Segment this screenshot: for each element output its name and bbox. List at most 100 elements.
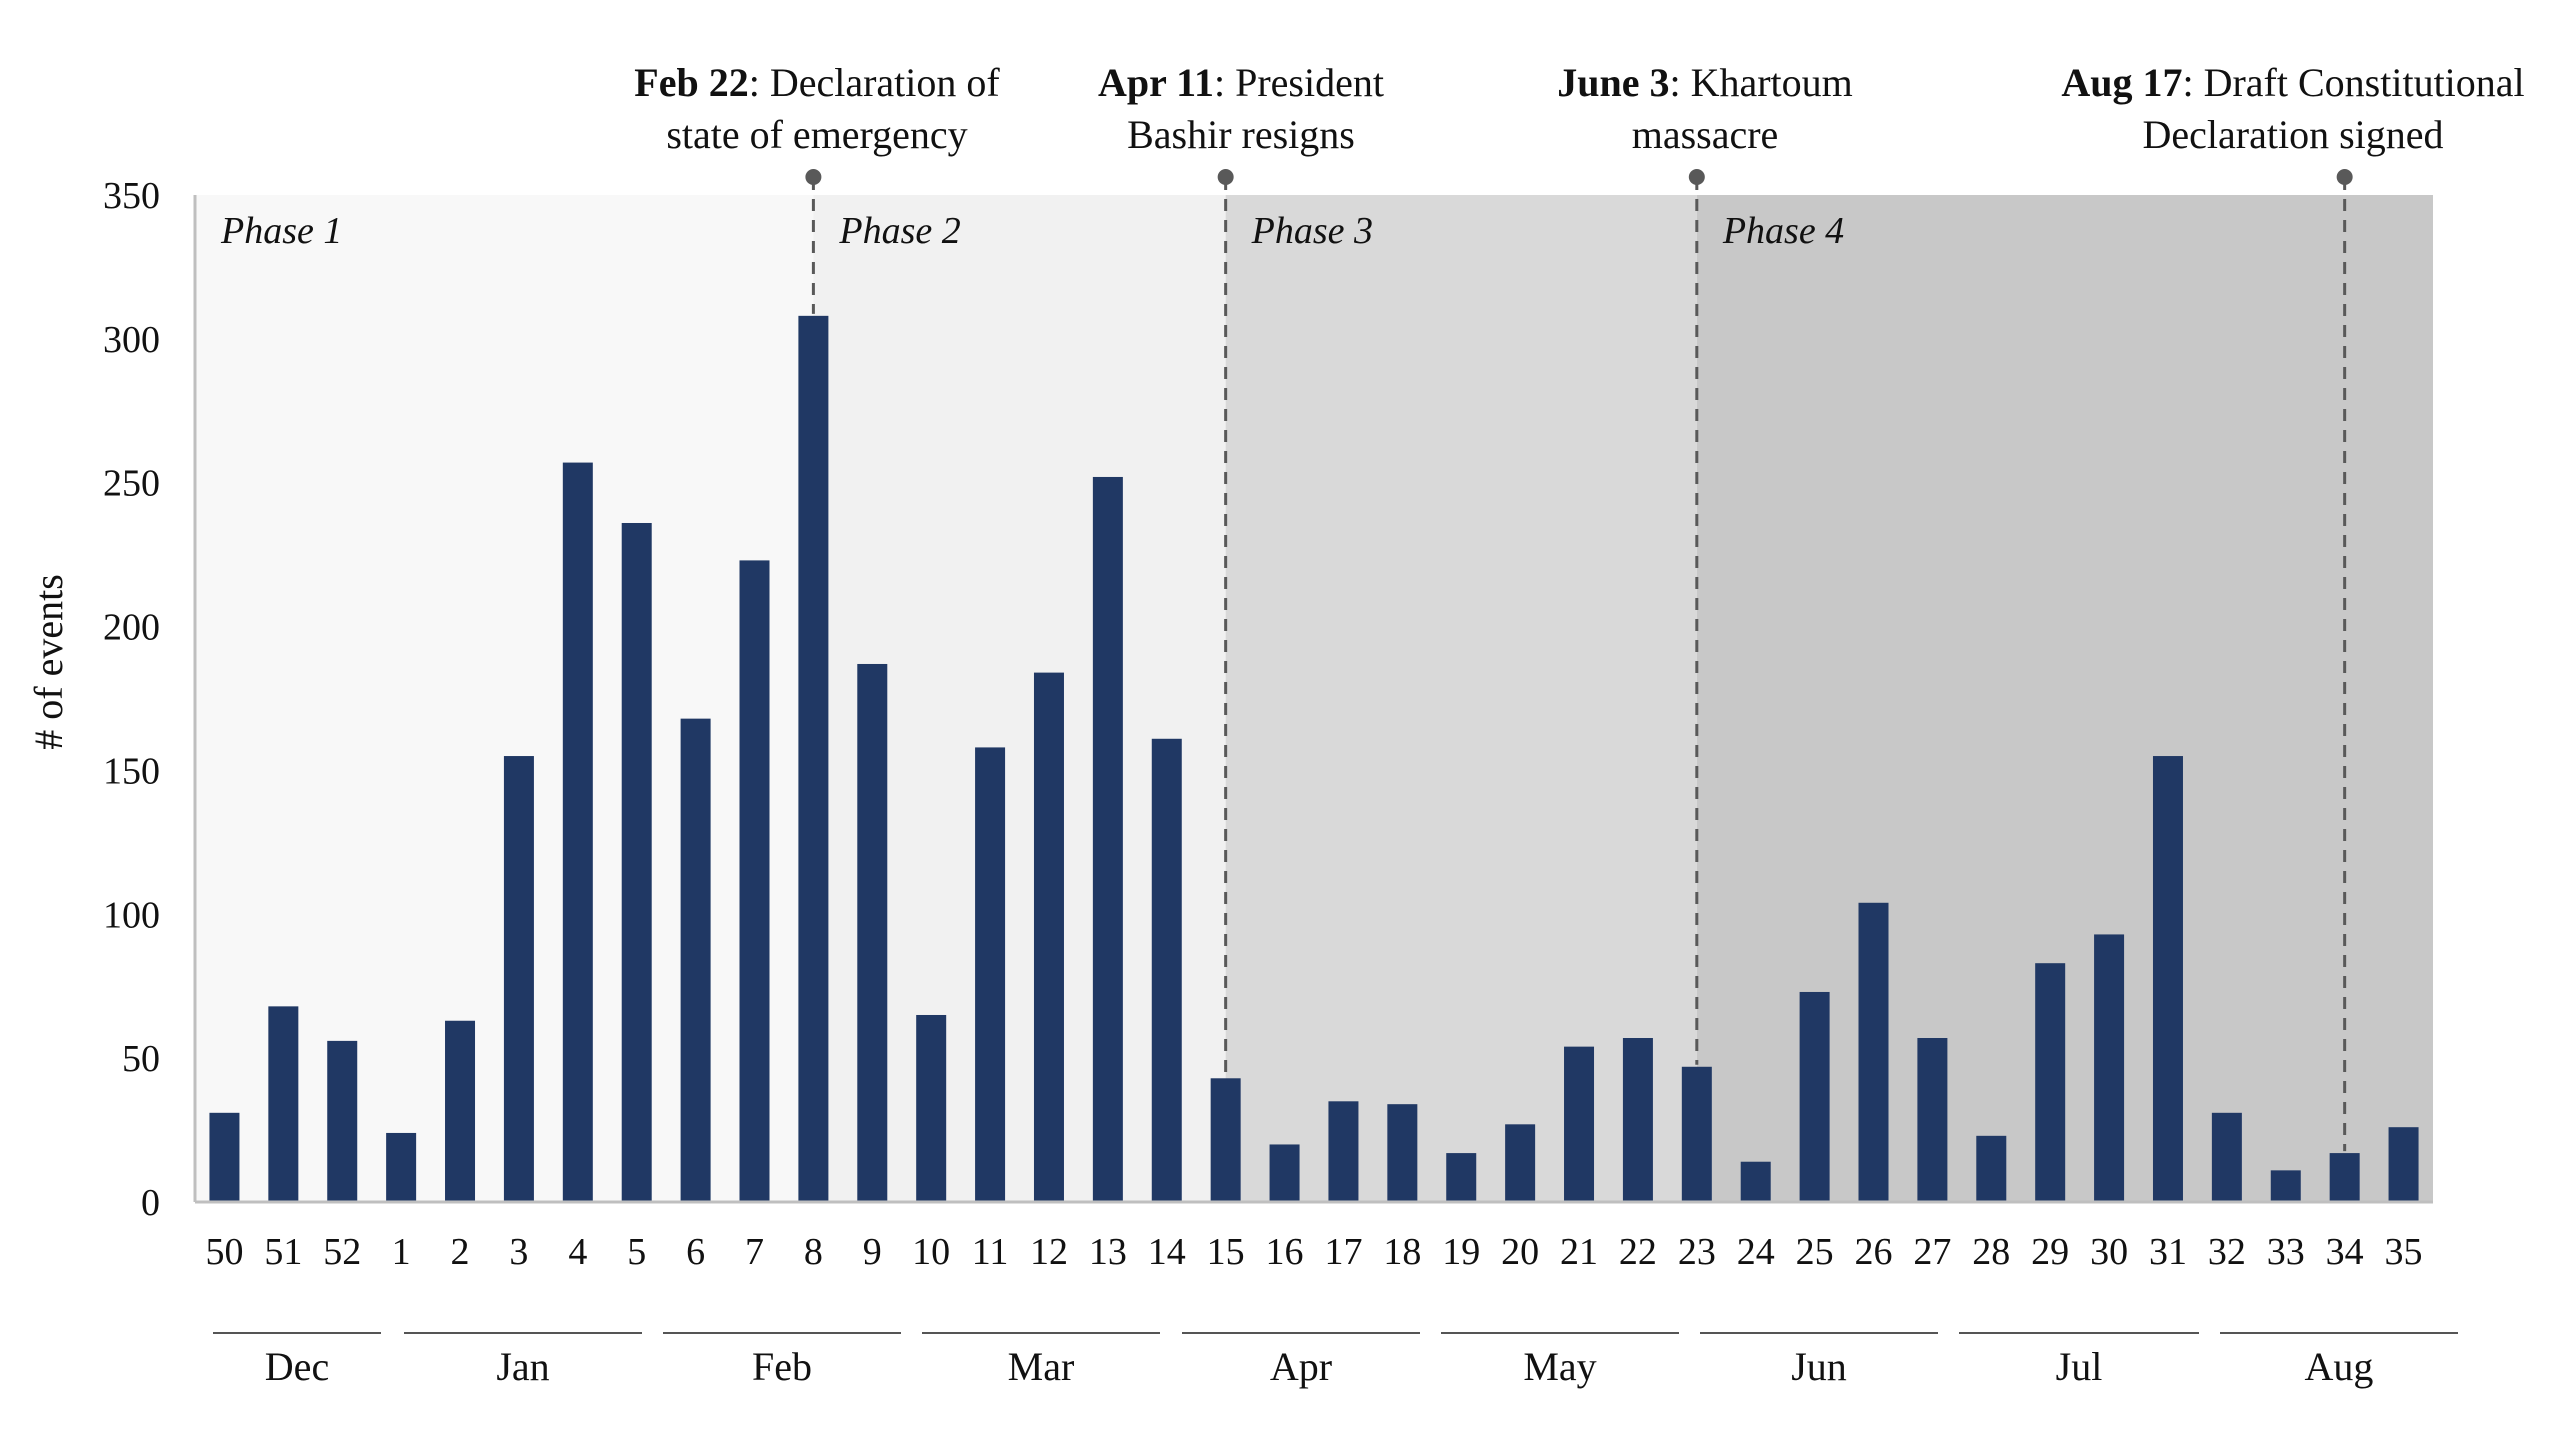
annotation-marker-dot xyxy=(2336,169,2353,185)
bar xyxy=(209,1112,240,1202)
annotation-line1: June 3: Khartoum xyxy=(1557,60,1853,105)
y-tick-label: 200 xyxy=(103,607,160,649)
bar xyxy=(1622,1038,1653,1202)
x-tick-label: 29 xyxy=(2031,1231,2069,1273)
annotation-desc: : Declaration of xyxy=(749,60,1001,105)
axes xyxy=(193,195,2433,1204)
annotation-line2: state of emergency xyxy=(666,112,967,157)
annotation-marker-dot xyxy=(1688,169,1705,185)
month-label: Jan xyxy=(496,1344,549,1389)
phase-region xyxy=(1225,195,1697,1202)
x-tick-label: 20 xyxy=(1501,1231,1539,1273)
annotation-line1: Feb 22: Declaration of xyxy=(634,60,1000,105)
bar xyxy=(2329,1153,2360,1202)
x-tick-label: 21 xyxy=(1560,1231,1598,1273)
bar xyxy=(1033,672,1064,1202)
bar xyxy=(1151,738,1182,1202)
bar xyxy=(1269,1144,1300,1202)
bar xyxy=(1858,902,1889,1202)
y-tick-label: 350 xyxy=(103,175,160,217)
y-axis-title: # of events xyxy=(26,574,71,750)
bar xyxy=(562,462,593,1202)
bar xyxy=(2270,1170,2301,1202)
bar xyxy=(798,315,829,1203)
x-tick-label: 24 xyxy=(1737,1231,1775,1273)
bar xyxy=(1210,1078,1241,1202)
y-tick-label: 0 xyxy=(141,1182,160,1224)
month-label: Jul xyxy=(2056,1344,2103,1389)
x-tick-label: 19 xyxy=(1442,1231,1480,1273)
x-tick-label: 1 xyxy=(392,1231,411,1273)
y-tick-label: 300 xyxy=(103,319,160,361)
annotation-desc: : Draft Constitutional xyxy=(2182,60,2524,105)
bar xyxy=(1092,476,1123,1203)
bar xyxy=(1681,1066,1712,1202)
y-tick-label: 50 xyxy=(122,1038,160,1080)
y-tick-label: 100 xyxy=(103,894,160,936)
phase-labels: Phase 1 Phase 2 Phase 3 Phase 4 xyxy=(220,210,1844,252)
x-tick-label: 23 xyxy=(1678,1231,1716,1273)
x-tick-label: 50 xyxy=(205,1231,243,1273)
annotation-line2: Bashir resigns xyxy=(1127,112,1355,157)
annotation-line1: Apr 11: President xyxy=(1098,60,1384,105)
x-tick-label: 7 xyxy=(745,1231,764,1273)
month-label: Dec xyxy=(265,1344,329,1389)
month-labels: Dec Jan Feb Mar Apr May Jun Jul Aug xyxy=(213,1332,2458,1389)
month-label: Jun xyxy=(1791,1344,1847,1389)
annotation-desc: : Khartoum xyxy=(1669,60,1852,105)
x-tick-label: 25 xyxy=(1796,1231,1834,1273)
bar xyxy=(386,1132,417,1202)
x-tick-label: 13 xyxy=(1089,1231,1127,1273)
annotation-line2: Declaration signed xyxy=(2143,112,2444,157)
phase-label: Phase 3 xyxy=(1251,210,1373,252)
x-tick-label: 2 xyxy=(451,1231,470,1273)
x-tick-label: 5 xyxy=(627,1231,646,1273)
x-tick-label: 28 xyxy=(1972,1231,2010,1273)
bar xyxy=(1328,1101,1359,1202)
x-tick-label: 14 xyxy=(1148,1231,1186,1273)
month-label: Mar xyxy=(1008,1344,1075,1389)
bar xyxy=(857,663,888,1202)
bar xyxy=(916,1014,947,1202)
y-tick-label: 250 xyxy=(103,463,160,505)
phase-label: Phase 2 xyxy=(838,210,960,252)
bar xyxy=(1505,1124,1536,1202)
y-tick-labels: 0 50 100 150 200 250 300 350 xyxy=(103,175,160,1224)
bar xyxy=(2211,1112,2242,1202)
bar xyxy=(739,560,770,1202)
x-tick-label: 51 xyxy=(264,1231,302,1273)
bar xyxy=(2152,756,2183,1202)
bar xyxy=(445,1020,476,1202)
x-tick-label: 18 xyxy=(1383,1231,1421,1273)
annotation-date: Apr 11 xyxy=(1098,60,1214,105)
x-tick-label: 26 xyxy=(1855,1231,1893,1273)
x-tick-label: 22 xyxy=(1619,1231,1657,1273)
x-tick-label: 15 xyxy=(1207,1231,1245,1273)
annotation-line1: Aug 17: Draft Constitutional xyxy=(2061,60,2524,105)
x-tick-label: 3 xyxy=(509,1231,528,1273)
annotation-marker-dot xyxy=(805,169,822,185)
month-label: Feb xyxy=(752,1344,812,1389)
x-tick-label: 16 xyxy=(1266,1231,1304,1273)
x-tick-labels: 50 51 52 1 2 3 4 5 6 7 8 9 10 11 12 13 14 15 16 17 18 19 20 21 2… xyxy=(205,1231,2422,1273)
x-tick-label: 34 xyxy=(2326,1231,2364,1273)
month-label: Apr xyxy=(1270,1344,1332,1389)
x-tick-label: 32 xyxy=(2208,1231,2246,1273)
bar xyxy=(2035,963,2066,1202)
x-tick-label: 12 xyxy=(1030,1231,1068,1273)
month-label: Aug xyxy=(2305,1344,2374,1389)
x-tick-label: 4 xyxy=(568,1231,587,1273)
bar xyxy=(2094,934,2125,1202)
bar xyxy=(268,1006,299,1202)
bar xyxy=(2388,1127,2419,1202)
x-tick-label: 9 xyxy=(863,1231,882,1273)
y-tick-label: 150 xyxy=(103,750,160,792)
annotation-desc: : President xyxy=(1214,60,1384,105)
phase-label: Phase 1 xyxy=(220,210,342,252)
x-tick-label: 35 xyxy=(2385,1231,2423,1273)
bar xyxy=(1564,1046,1595,1202)
bar xyxy=(1387,1104,1418,1202)
bar xyxy=(1446,1153,1477,1202)
x-tick-label: 52 xyxy=(323,1231,361,1273)
